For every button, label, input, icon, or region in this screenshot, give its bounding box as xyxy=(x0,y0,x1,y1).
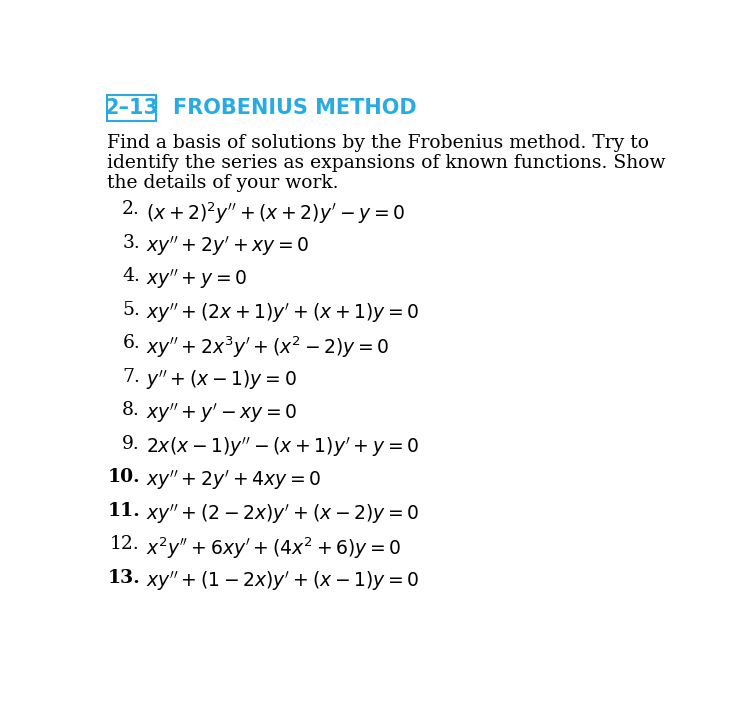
Text: 10.: 10. xyxy=(108,469,140,486)
Text: $y'' + (x - 1)y = 0$: $y'' + (x - 1)y = 0$ xyxy=(146,368,297,392)
Text: 13.: 13. xyxy=(107,569,140,587)
Text: 12.: 12. xyxy=(110,535,140,554)
Text: $2x(x - 1)y'' - (x + 1)y' + y = 0$: $2x(x - 1)y'' - (x + 1)y' + y = 0$ xyxy=(146,435,420,459)
Text: 6.: 6. xyxy=(122,334,140,353)
Text: 8.: 8. xyxy=(122,401,140,419)
Text: 4.: 4. xyxy=(122,268,140,285)
Text: FROBENIUS METHOD: FROBENIUS METHOD xyxy=(173,98,416,118)
Text: the details of your work.: the details of your work. xyxy=(108,174,339,193)
Text: 11.: 11. xyxy=(107,502,140,520)
Text: $xy'' + 2y' + 4xy = 0$: $xy'' + 2y' + 4xy = 0$ xyxy=(146,469,322,493)
Text: 9.: 9. xyxy=(122,435,140,453)
FancyBboxPatch shape xyxy=(107,95,156,121)
Text: $xy'' + 2y' + xy = 0$: $xy'' + 2y' + xy = 0$ xyxy=(146,234,310,258)
Text: $xy'' + (1 - 2x)y' + (x - 1)y = 0$: $xy'' + (1 - 2x)y' + (x - 1)y = 0$ xyxy=(146,569,420,593)
Text: $xy'' + (2 - 2x)y' + (x - 2)y = 0$: $xy'' + (2 - 2x)y' + (x - 2)y = 0$ xyxy=(146,502,420,526)
Text: $(x + 2)^2y'' + (x + 2)y' - y = 0$: $(x + 2)^2y'' + (x + 2)y' - y = 0$ xyxy=(146,200,405,226)
Text: identify the series as expansions of known functions. Show: identify the series as expansions of kno… xyxy=(108,154,666,172)
Text: $xy'' + y = 0$: $xy'' + y = 0$ xyxy=(146,268,248,292)
Text: $xy'' + (2x + 1)y' + (x + 1)y = 0$: $xy'' + (2x + 1)y' + (x + 1)y = 0$ xyxy=(146,301,420,325)
Text: $x^2y'' + 6xy' + (4x^2 + 6)y = 0$: $x^2y'' + 6xy' + (4x^2 + 6)y = 0$ xyxy=(146,535,402,561)
Text: $xy'' + y' - xy = 0$: $xy'' + y' - xy = 0$ xyxy=(146,401,298,426)
Text: 5.: 5. xyxy=(122,301,140,319)
Text: Find a basis of solutions by the Frobenius method. Try to: Find a basis of solutions by the Frobeni… xyxy=(108,135,649,152)
Text: 2–13: 2–13 xyxy=(105,98,159,118)
Text: 3.: 3. xyxy=(122,234,140,252)
Text: 2.: 2. xyxy=(122,200,140,219)
Text: 7.: 7. xyxy=(122,368,140,386)
Text: $xy'' + 2x^3y' + (x^2 - 2)y = 0$: $xy'' + 2x^3y' + (x^2 - 2)y = 0$ xyxy=(146,334,390,360)
